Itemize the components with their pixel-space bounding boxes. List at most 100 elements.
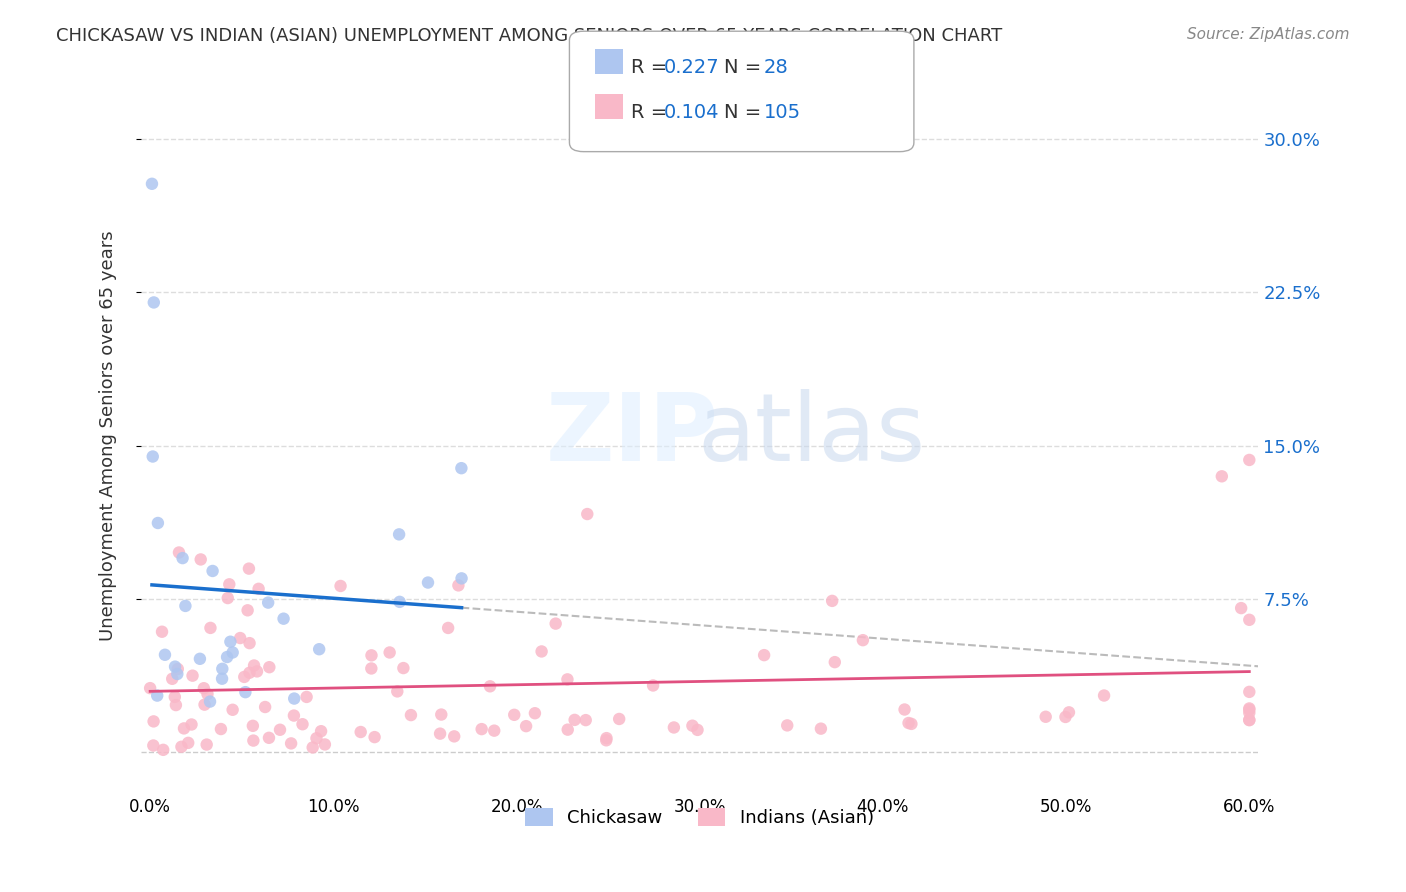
Point <box>363 730 385 744</box>
Point <box>443 730 465 744</box>
Point <box>824 655 846 669</box>
Point <box>181 668 204 682</box>
Point <box>392 661 415 675</box>
Point <box>662 721 685 735</box>
Point <box>243 658 266 673</box>
Point <box>238 636 260 650</box>
Point <box>269 723 291 737</box>
Point <box>776 718 799 732</box>
Point <box>283 691 305 706</box>
Point <box>238 665 260 680</box>
Point <box>193 681 215 696</box>
Point <box>221 703 243 717</box>
Text: 28: 28 <box>763 58 789 77</box>
Point <box>515 719 537 733</box>
Text: N =: N = <box>724 103 761 121</box>
Point <box>166 667 188 681</box>
Point <box>173 722 195 736</box>
Point <box>360 648 382 663</box>
Point <box>897 716 920 731</box>
Point <box>209 722 232 736</box>
Point <box>852 633 875 648</box>
Point <box>152 743 174 757</box>
Point <box>557 723 579 737</box>
Point <box>188 652 211 666</box>
Point <box>197 687 219 701</box>
Point <box>170 739 193 754</box>
Point <box>177 736 200 750</box>
Point <box>163 690 186 704</box>
Point <box>142 295 165 310</box>
Point <box>416 575 439 590</box>
Point <box>200 621 222 635</box>
Text: ZIP: ZIP <box>546 390 718 482</box>
Text: Source: ZipAtlas.com: Source: ZipAtlas.com <box>1187 27 1350 42</box>
Point <box>174 599 197 613</box>
Point <box>211 662 233 676</box>
Point <box>450 461 472 475</box>
Point <box>165 698 187 712</box>
Point <box>142 714 165 729</box>
Point <box>1239 685 1261 699</box>
Point <box>523 706 546 721</box>
Point <box>280 736 302 750</box>
Point <box>1057 706 1080 720</box>
Point <box>752 648 775 662</box>
Point <box>1239 613 1261 627</box>
Point <box>388 527 411 541</box>
Point <box>810 722 832 736</box>
Point <box>686 723 709 737</box>
Point <box>681 719 703 733</box>
Point <box>893 702 915 716</box>
Point <box>576 507 599 521</box>
Point <box>217 591 239 605</box>
Point <box>246 665 269 679</box>
Point <box>544 616 567 631</box>
Point <box>308 642 330 657</box>
Legend: Chickasaw, Indians (Asian): Chickasaw, Indians (Asian) <box>519 801 882 834</box>
Point <box>235 685 257 699</box>
Point <box>595 733 617 747</box>
Point <box>257 731 280 745</box>
Point <box>193 698 215 712</box>
Point <box>273 612 295 626</box>
Point <box>1230 601 1253 615</box>
Point <box>471 722 494 736</box>
Text: R =: R = <box>631 103 673 121</box>
Point <box>238 561 260 575</box>
Point <box>153 648 176 662</box>
Point <box>291 717 314 731</box>
Point <box>575 713 598 727</box>
Point <box>360 661 382 675</box>
Point <box>141 177 163 191</box>
Text: 105: 105 <box>763 103 800 121</box>
Point <box>160 672 183 686</box>
Point <box>146 689 169 703</box>
Text: 0.104: 0.104 <box>664 103 718 121</box>
Point <box>309 724 332 739</box>
Point <box>378 645 401 659</box>
Point <box>1239 453 1261 467</box>
Point <box>139 681 162 695</box>
Point <box>503 707 526 722</box>
Point <box>1239 713 1261 727</box>
Point <box>190 552 212 566</box>
Point <box>388 595 411 609</box>
Point <box>142 450 165 464</box>
Point <box>1239 706 1261 720</box>
Point <box>198 695 221 709</box>
Point <box>821 594 844 608</box>
Point <box>247 582 270 596</box>
Point <box>219 634 242 648</box>
Point <box>1211 469 1233 483</box>
Point <box>165 659 187 673</box>
Point <box>150 624 173 639</box>
Point <box>142 739 165 753</box>
Point <box>399 708 422 723</box>
Point <box>564 713 586 727</box>
Point <box>900 717 922 731</box>
Point <box>195 738 218 752</box>
Point <box>259 660 281 674</box>
Point <box>1239 701 1261 715</box>
Point <box>429 726 451 740</box>
